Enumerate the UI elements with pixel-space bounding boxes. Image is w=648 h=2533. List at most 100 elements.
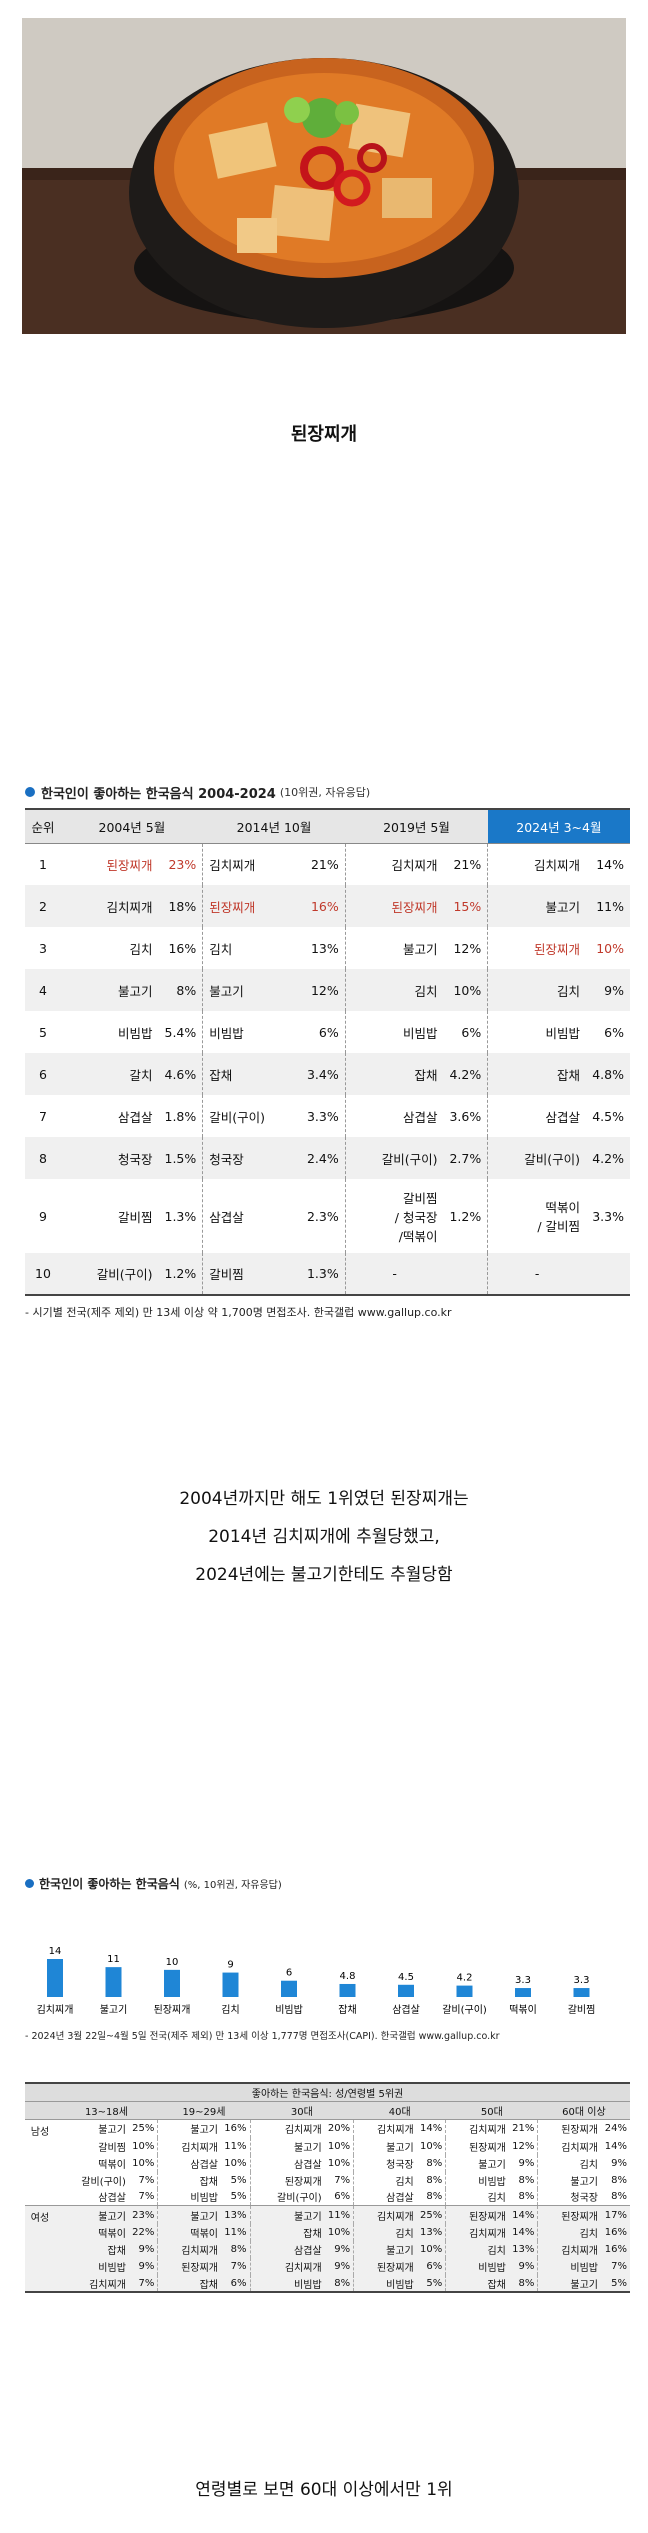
food-name: 삼겹살 bbox=[402, 1109, 438, 1125]
food-name: 갈비(구이) bbox=[487, 1137, 586, 1179]
food-percent: 18% bbox=[158, 885, 204, 927]
food-name: 떡볶이 bbox=[157, 2224, 223, 2241]
caption-summary-line2: 2014년 김치찌개에 추월당했고, bbox=[208, 1527, 440, 1547]
food-name: 된장찌개 bbox=[445, 2205, 510, 2224]
col-60plus: 60대 이상 bbox=[537, 2101, 630, 2120]
food-name: 비빔밥 bbox=[190, 2193, 219, 2205]
bar-chart-subtitle: (%, 10위권, 자유응답) bbox=[183, 1880, 282, 1891]
food-name: 잡채 bbox=[250, 2224, 326, 2241]
food-percent: 9% bbox=[129, 2258, 159, 2275]
food-percent: 12% bbox=[300, 969, 346, 1011]
food-name: 불고기 bbox=[478, 2159, 506, 2171]
col-2004: 2004년 5월 bbox=[61, 808, 203, 844]
food-percent: 6% bbox=[300, 1011, 346, 1053]
food-name: 떡볶이 bbox=[55, 2224, 130, 2241]
food-name: 김치찌개 bbox=[284, 2125, 322, 2136]
food-name: 갈비찜 bbox=[98, 2142, 126, 2154]
food-name: 불고기 bbox=[537, 2275, 602, 2293]
ranking-title-text: 한국인이 좋아하는 한국음식 2004-2024 bbox=[41, 786, 276, 802]
food-name: 된장찌개 bbox=[353, 2258, 418, 2275]
food-name: 된장찌개 bbox=[106, 857, 153, 873]
food-percent: 1.2% bbox=[443, 1179, 489, 1253]
food-percent: 11% bbox=[222, 2224, 251, 2241]
bar-category-label: 떡볶이 bbox=[509, 2004, 537, 2016]
food-name: 불고기 bbox=[190, 2125, 219, 2136]
food-name: 김치찌개 bbox=[376, 2125, 414, 2136]
food-name: 김치 bbox=[353, 2224, 418, 2241]
bar-8 bbox=[515, 1988, 531, 1997]
food-percent: 22% bbox=[129, 2224, 159, 2241]
group-cell bbox=[25, 2241, 55, 2258]
ranking-row: 1 된장찌개 23% 김치찌개 21% 김치찌개 21% 김치찌개 14% bbox=[25, 843, 630, 885]
food-name: 된장찌개 bbox=[345, 885, 444, 927]
food-percent: 1.5% bbox=[158, 1137, 204, 1179]
food-percent: 21% bbox=[509, 2119, 539, 2138]
group-cell bbox=[25, 2155, 55, 2172]
food-percent: 8% bbox=[509, 2275, 539, 2293]
caption-age-conclusion: 연령별로 보면 60대 이상에서만 1위 bbox=[195, 2480, 453, 2500]
food-percent: 13% bbox=[417, 2224, 447, 2241]
food-percent: 5% bbox=[222, 2171, 251, 2189]
caption-doenjang: 된장찌개 bbox=[290, 424, 358, 445]
food-name: 불고기 bbox=[61, 969, 159, 1011]
group-cell bbox=[25, 2189, 55, 2206]
bar-5 bbox=[339, 1983, 356, 1997]
food-name: 김치 bbox=[209, 941, 233, 957]
food-name: 삼겹살 bbox=[386, 2193, 414, 2205]
food-percent: 4.5% bbox=[592, 1108, 624, 1124]
group-cell bbox=[25, 2138, 55, 2155]
food-name: 김치찌개 bbox=[445, 2224, 510, 2241]
group-cell bbox=[25, 2172, 55, 2189]
food-percent: 25% bbox=[129, 2119, 159, 2138]
bar-0 bbox=[47, 1959, 63, 1997]
bar-category-label: 김치 bbox=[221, 2004, 239, 2016]
rank-number: 2 bbox=[25, 885, 61, 927]
bar-chart: 14 김치찌개 11 불고기 10 된장찌개 9 김치 6 비빔밥 4.8 잡채 4.5 삼겹살 4.2 갈비… bbox=[37, 1946, 596, 2016]
bar-category-label: 갈비(구이) bbox=[442, 2003, 487, 2016]
food-percent: 14% bbox=[417, 2119, 447, 2138]
food-name: 갈비찜 / 청국장 /떡볶이 bbox=[394, 1190, 438, 1244]
food-percent: 10% bbox=[129, 2137, 159, 2155]
age-table-section: 좋아하는 한국음식: 성/연령별 5위권 13~18세 19~29세 30대 4… bbox=[25, 2082, 630, 2293]
food-name: 비빔밥 bbox=[55, 2258, 130, 2275]
food-name: 삼겹살 bbox=[250, 2241, 326, 2258]
food-name: 삼겹살 bbox=[98, 2193, 126, 2205]
ranking-subtitle: (10위권, 자유응답) bbox=[279, 786, 371, 799]
bar-category-label: 잡채 bbox=[338, 2004, 356, 2016]
food-percent: 10% bbox=[325, 2224, 355, 2241]
food-percent: 9% bbox=[129, 2241, 159, 2258]
bar-value-label: 10 bbox=[166, 1957, 179, 1968]
food-percent: 11% bbox=[325, 2205, 355, 2224]
food-name: 갈비찜 bbox=[202, 1253, 301, 1296]
food-name: 갈비(구이) bbox=[61, 1253, 159, 1296]
food-name: 된장찌개 bbox=[469, 2142, 506, 2154]
food-percent: 6% bbox=[325, 2188, 355, 2206]
caption-summary: 2004년까지만 해도 1위였던 된장찌개는 2014년 김치찌개에 추월당했고… bbox=[0, 1480, 648, 1594]
food-percent: 24% bbox=[604, 2123, 627, 2134]
food-percent: 1.3% bbox=[300, 1253, 346, 1296]
food-name: 김치찌개 bbox=[533, 857, 580, 873]
bar-value-label: 3.3 bbox=[515, 1975, 531, 1986]
food-percent: 8% bbox=[611, 2174, 627, 2186]
food-percent: 7% bbox=[222, 2258, 251, 2275]
bar-category-label: 갈비찜 bbox=[568, 2003, 596, 2016]
ranking-row: 2 김치찌개 18% 된장찌개 16% 된장찌개 15% 불고기 11% bbox=[25, 885, 630, 927]
food-percent: 12% bbox=[509, 2137, 539, 2155]
age-row: 떡볶이 10% 삼겹살 10% 삼겹살 10% 청국장 8% 불고기 9% 김치 9% bbox=[25, 2154, 630, 2172]
rank-number: 5 bbox=[39, 1024, 47, 1040]
bullet-dot-icon bbox=[25, 787, 35, 797]
food-percent: 16% bbox=[222, 2119, 251, 2138]
food-name: 청국장 bbox=[202, 1137, 301, 1179]
food-percent: 20% bbox=[325, 2119, 355, 2138]
food-percent: 7% bbox=[129, 2275, 159, 2293]
food-percent: 5% bbox=[417, 2275, 447, 2293]
food-percent: 16% bbox=[602, 2241, 630, 2258]
food-percent: 10% bbox=[222, 2154, 251, 2172]
food-name: 청국장 bbox=[61, 1137, 159, 1179]
food-name: 갈비(구이) bbox=[209, 1109, 266, 1125]
bar-value-label: 14 bbox=[49, 1946, 62, 1957]
bar-value-label: 3.3 bbox=[574, 1975, 590, 1986]
bar-4 bbox=[281, 1980, 297, 1997]
food-name: 김치 bbox=[395, 2176, 414, 2188]
food-name: 비빔밥 bbox=[445, 2258, 510, 2275]
